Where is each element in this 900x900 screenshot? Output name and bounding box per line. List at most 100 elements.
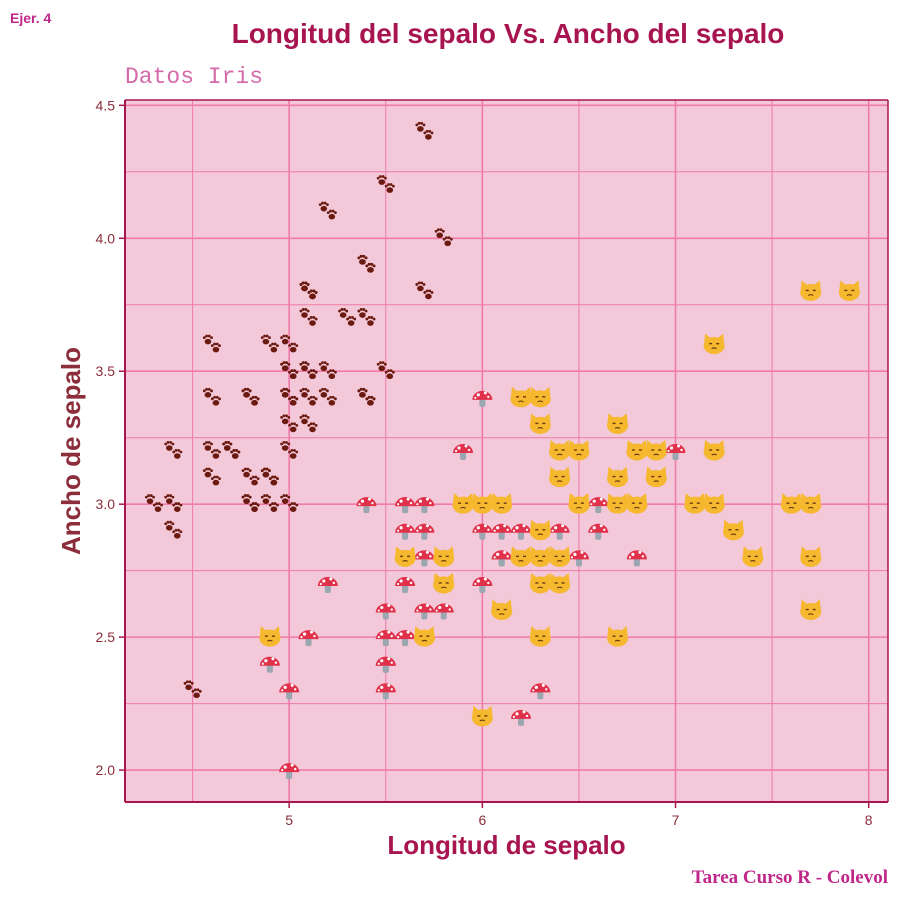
data-point-paw-prints (164, 494, 183, 512)
data-point-cat-face (742, 546, 764, 567)
data-point-paw-prints (202, 334, 221, 353)
data-point-mushroom (491, 523, 512, 540)
data-point-paw-prints (280, 414, 299, 433)
data-point-paw-prints (260, 467, 279, 486)
y-axis-label: Ancho de sepalo (56, 347, 86, 555)
x-tick-label: 8 (865, 812, 873, 828)
data-point-paw-prints (415, 281, 434, 300)
data-point-cat-face (626, 440, 648, 461)
data-point-cat-face (780, 493, 802, 514)
data-point-cat-face (800, 599, 822, 621)
x-tick-label: 6 (478, 812, 486, 828)
data-point-mushroom (491, 550, 512, 567)
data-point-paw-prints (280, 441, 299, 459)
data-point-mushroom (279, 763, 300, 780)
data-point-paw-prints (202, 441, 221, 459)
data-point-mushroom (588, 497, 609, 514)
data-point-cat-face (471, 493, 493, 514)
data-point-cat-face (529, 519, 551, 541)
y-tick-label: 4.0 (96, 230, 116, 246)
data-point-mushroom (414, 603, 435, 620)
data-points (144, 121, 860, 780)
data-point-paw-prints (241, 494, 260, 512)
data-point-paw-prints (202, 387, 221, 406)
data-point-paw-prints (299, 414, 318, 433)
data-point-paw-prints (299, 361, 318, 380)
y-tick-label: 2.0 (96, 762, 116, 778)
figure-tag: Ejer. 4 (10, 10, 52, 26)
data-point-mushroom (395, 630, 416, 647)
chart-subtitle: Datos Iris (125, 64, 264, 90)
data-point-cat-face (800, 493, 822, 514)
data-point-cat-face (471, 705, 493, 727)
data-point-cat-face (684, 493, 706, 514)
data-point-cat-face (703, 333, 725, 355)
y-tick-label: 3.0 (96, 496, 116, 512)
data-point-cat-face (529, 413, 551, 434)
data-point-paw-prints (376, 175, 395, 193)
data-point-paw-prints (299, 308, 318, 326)
data-point-mushroom (588, 523, 609, 540)
data-point-mushroom (414, 523, 435, 540)
data-point-paw-prints (357, 308, 376, 326)
data-point-paw-prints (183, 680, 202, 699)
data-point-cat-face (703, 440, 725, 461)
data-point-cat-face (626, 493, 648, 514)
data-point-paw-prints (318, 201, 337, 220)
y-tick-label: 2.5 (96, 629, 116, 645)
data-point-paw-prints (376, 361, 395, 380)
data-point-mushroom (472, 523, 493, 540)
data-point-mushroom (510, 523, 531, 540)
data-point-cat-face (703, 493, 725, 514)
axes: 5 6 7 8 2.0 2.5 3.0 3.5 4.0 4.5 (96, 97, 889, 828)
data-point-cat-face (259, 626, 281, 647)
data-point-cat-face (607, 493, 629, 514)
data-point-paw-prints (164, 520, 183, 539)
data-point-paw-prints (260, 334, 279, 353)
data-point-mushroom (453, 444, 474, 460)
data-point-cat-face (433, 572, 455, 594)
y-tick-label: 4.5 (96, 97, 116, 113)
x-tick-label: 5 (285, 812, 293, 828)
chart-title: Longitud del sepalo Vs. Ancho del sepalo (231, 18, 785, 49)
data-point-cat-face (529, 572, 551, 594)
data-point-mushroom (317, 576, 338, 593)
data-point-cat-face (452, 493, 474, 514)
data-point-mushroom (472, 390, 493, 407)
data-point-cat-face (510, 546, 532, 567)
data-point-paw-prints (241, 387, 260, 406)
data-point-cat-face (607, 466, 629, 488)
chart-caption: Tarea Curso R - Colevol (691, 867, 888, 888)
data-point-paw-prints (299, 387, 318, 406)
data-point-paw-prints (280, 334, 299, 353)
data-point-mushroom (414, 550, 435, 567)
data-point-mushroom (375, 603, 396, 620)
data-point-cat-face (529, 546, 551, 567)
data-point-paw-prints (241, 467, 260, 486)
data-point-paw-prints (260, 494, 279, 512)
y-tick-label: 3.5 (96, 363, 116, 379)
data-point-mushroom (433, 603, 454, 620)
data-point-cat-face (645, 466, 667, 488)
data-point-mushroom (549, 523, 570, 540)
data-point-cat-face (529, 386, 551, 408)
data-point-paw-prints (338, 308, 357, 326)
data-point-cat-face (568, 493, 590, 514)
data-point-paw-prints (280, 361, 299, 380)
data-point-cat-face (549, 440, 571, 461)
data-point-mushroom (510, 709, 531, 726)
data-point-mushroom (665, 444, 686, 460)
data-point-mushroom (395, 576, 416, 593)
data-point-mushroom (472, 576, 493, 593)
data-point-mushroom (356, 497, 377, 514)
x-tick-label: 7 (672, 812, 680, 828)
data-point-mushroom (375, 683, 396, 700)
data-point-mushroom (395, 523, 416, 540)
data-point-mushroom (375, 630, 396, 647)
data-point-cat-face (491, 599, 513, 621)
data-point-cat-face (529, 626, 551, 647)
data-point-paw-prints (202, 467, 221, 486)
data-point-paw-prints (222, 441, 241, 459)
data-point-cat-face (568, 440, 590, 461)
